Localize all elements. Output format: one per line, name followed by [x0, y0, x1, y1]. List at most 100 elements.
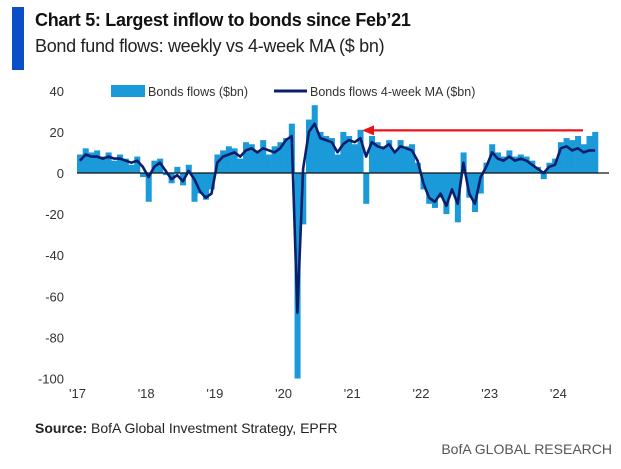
bar	[472, 173, 479, 213]
bar	[368, 136, 375, 173]
bar	[300, 173, 307, 225]
bar	[202, 173, 209, 200]
bar	[494, 152, 501, 173]
bar	[357, 129, 364, 173]
y-tick-label: -60	[45, 289, 64, 304]
y-axis: 40 20 0 -20 -40 -60 -80 -100	[38, 84, 64, 387]
bar	[489, 144, 496, 173]
x-tick-label: '20	[275, 386, 292, 401]
arrow-head	[362, 125, 374, 136]
bar	[294, 173, 301, 379]
bar	[414, 162, 421, 173]
source-note: Source: BofA Global Investment Strategy,…	[35, 420, 337, 436]
bar	[231, 148, 238, 173]
bar	[443, 173, 450, 215]
bar	[283, 138, 290, 173]
y-tick-label: -20	[45, 207, 64, 222]
bar	[334, 154, 341, 173]
y-tick-label: 20	[50, 125, 64, 140]
bar	[265, 154, 272, 173]
bar	[346, 136, 353, 173]
bar	[328, 138, 335, 173]
bar	[586, 136, 593, 173]
bar	[225, 146, 232, 173]
bar	[374, 142, 381, 173]
bar	[88, 152, 95, 173]
red-arrow-annotation	[362, 125, 583, 136]
bar	[82, 148, 89, 173]
legend-label-ma: Bonds flows 4-week MA ($bn)	[310, 85, 475, 99]
bar	[254, 150, 261, 173]
bar	[449, 173, 456, 194]
bar	[506, 150, 513, 173]
bar	[94, 150, 101, 173]
bar	[517, 154, 524, 173]
bar	[477, 173, 484, 194]
bar	[157, 158, 164, 173]
bar	[397, 140, 404, 173]
source-label: Source:	[35, 420, 88, 436]
bar	[391, 150, 398, 173]
x-tick-label: '21	[344, 386, 361, 401]
ma-line-series	[78, 122, 596, 314]
bar	[208, 173, 215, 190]
y-tick-label: -100	[38, 372, 64, 387]
bar	[306, 119, 313, 173]
y-tick-label: -80	[45, 330, 64, 345]
chart-title: Chart 5: Largest inflow to bonds since F…	[35, 10, 411, 30]
y-tick-label: 40	[50, 84, 64, 99]
bars-series	[77, 105, 599, 379]
bar	[191, 173, 198, 202]
bar	[277, 142, 284, 173]
bar	[128, 164, 135, 173]
bar	[386, 140, 393, 173]
bar	[162, 173, 169, 176]
bar	[117, 154, 124, 173]
bar	[466, 173, 473, 198]
bar	[134, 156, 141, 173]
x-tick-label: '22	[413, 386, 430, 401]
bar	[111, 160, 118, 173]
bar	[248, 144, 255, 173]
bar	[512, 156, 519, 173]
bar	[220, 150, 227, 173]
chart-subtitle: Bond fund flows: weekly vs 4-week MA ($ …	[35, 36, 385, 56]
bar	[145, 173, 152, 202]
x-tick-label: '17	[69, 386, 86, 401]
bar	[426, 173, 433, 204]
x-tick-label: '18	[138, 386, 155, 401]
bar	[569, 140, 576, 173]
bar	[323, 136, 330, 173]
y-tick-label: 0	[57, 166, 64, 181]
bar	[237, 158, 244, 173]
bar	[174, 166, 181, 173]
bar	[260, 140, 267, 173]
bar	[105, 152, 112, 173]
accent-bar	[12, 7, 24, 70]
bar	[437, 173, 444, 198]
x-tick-label: '19	[206, 386, 223, 401]
brand-footer: BofA GLOBAL RESEARCH	[441, 441, 612, 457]
bar	[557, 142, 564, 173]
bar	[563, 138, 570, 173]
bar	[363, 173, 370, 204]
bar	[340, 131, 347, 173]
bar	[409, 144, 416, 173]
bar	[523, 156, 530, 173]
bar	[380, 146, 387, 173]
bar	[311, 105, 318, 173]
bar	[592, 131, 599, 173]
bar	[271, 146, 278, 173]
bar	[317, 131, 324, 173]
bar	[500, 156, 507, 173]
bar	[185, 164, 192, 173]
bar	[77, 154, 84, 173]
bar	[529, 160, 536, 173]
x-tick-label: '23	[481, 386, 498, 401]
bar	[122, 158, 129, 173]
bar	[540, 173, 547, 180]
bar	[139, 173, 146, 178]
source-text: BofA Global Investment Strategy, EPFR	[87, 420, 338, 436]
